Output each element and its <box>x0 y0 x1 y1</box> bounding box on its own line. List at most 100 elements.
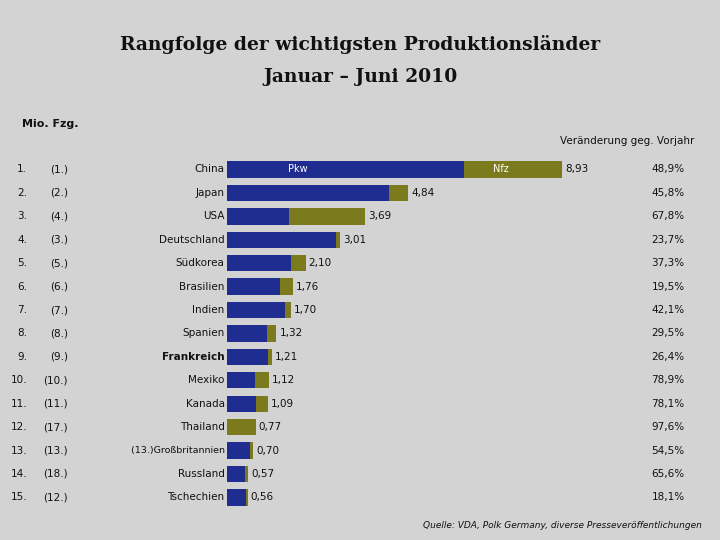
Text: 0,57: 0,57 <box>251 469 274 479</box>
Text: (13.)​Großbritannien: (13.)​Großbritannien <box>130 446 225 455</box>
Text: 1,70: 1,70 <box>294 305 317 315</box>
Bar <box>246 489 248 505</box>
Bar <box>227 232 336 248</box>
Bar <box>245 466 248 482</box>
Text: Spanien: Spanien <box>182 328 225 339</box>
Text: 54,5%: 54,5% <box>652 446 685 456</box>
Text: 1,21: 1,21 <box>275 352 299 362</box>
Text: Japan: Japan <box>196 188 225 198</box>
Bar <box>336 232 340 248</box>
Text: 4,84: 4,84 <box>411 188 435 198</box>
Text: 2.: 2. <box>17 188 27 198</box>
Text: Brasilien: Brasilien <box>179 281 225 292</box>
Text: Pkw: Pkw <box>288 165 308 174</box>
Bar <box>268 349 272 365</box>
Text: 11.: 11. <box>11 399 27 409</box>
Text: Kanada: Kanada <box>186 399 225 409</box>
Text: 67,8%: 67,8% <box>652 211 685 221</box>
Bar <box>227 349 268 365</box>
Bar <box>227 466 245 482</box>
Bar <box>227 489 246 505</box>
Text: Quelle: VDA, Polk Germany, diverse Presseveröffentlichungen: Quelle: VDA, Polk Germany, diverse Press… <box>423 521 702 530</box>
Text: (5.): (5.) <box>50 258 68 268</box>
Text: 3,69: 3,69 <box>368 211 392 221</box>
Text: 12.: 12. <box>11 422 27 432</box>
Text: Frankreich: Frankreich <box>162 352 225 362</box>
Text: China: China <box>194 165 225 174</box>
Bar <box>267 325 276 342</box>
Text: 1.: 1. <box>17 165 27 174</box>
Bar <box>464 161 562 178</box>
Bar <box>289 208 365 225</box>
Text: 18,1%: 18,1% <box>652 492 685 502</box>
Text: 10.: 10. <box>11 375 27 386</box>
Bar <box>227 419 256 435</box>
Text: 4.: 4. <box>17 235 27 245</box>
Text: 29,5%: 29,5% <box>652 328 685 339</box>
Bar <box>390 185 408 201</box>
Bar <box>227 279 281 295</box>
Text: Tschechien: Tschechien <box>168 492 225 502</box>
Text: (18.): (18.) <box>43 469 68 479</box>
Bar <box>227 395 256 412</box>
Text: Deutschland: Deutschland <box>159 235 225 245</box>
Bar <box>256 395 268 412</box>
Text: Veränderung geg. Vorjahr: Veränderung geg. Vorjahr <box>559 136 694 146</box>
Text: 3.: 3. <box>17 211 27 221</box>
Text: 1,76: 1,76 <box>296 281 319 292</box>
Text: 6.: 6. <box>17 281 27 292</box>
Bar <box>250 442 253 459</box>
Text: 97,6%: 97,6% <box>652 422 685 432</box>
Text: 37,3%: 37,3% <box>652 258 685 268</box>
Text: 42,1%: 42,1% <box>652 305 685 315</box>
Text: (10.): (10.) <box>43 375 68 386</box>
Bar <box>285 302 291 318</box>
Text: 78,9%: 78,9% <box>652 375 685 386</box>
Text: (3.): (3.) <box>50 235 68 245</box>
Bar <box>227 161 464 178</box>
Text: (12.): (12.) <box>43 492 68 502</box>
Text: Rangfolge der wichtigsten Produktionsländer: Rangfolge der wichtigsten Produktionslän… <box>120 35 600 54</box>
Text: 26,4%: 26,4% <box>652 352 685 362</box>
Text: Januar – Juni 2010: Januar – Juni 2010 <box>263 68 457 85</box>
Bar <box>227 302 285 318</box>
Text: 9.: 9. <box>17 352 27 362</box>
Text: Russland: Russland <box>178 469 225 479</box>
Text: Mexiko: Mexiko <box>188 375 225 386</box>
Text: 3,01: 3,01 <box>343 235 366 245</box>
Text: Nfz: Nfz <box>493 165 509 174</box>
Text: 23,7%: 23,7% <box>652 235 685 245</box>
Text: 1,09: 1,09 <box>271 399 294 409</box>
Text: (1.): (1.) <box>50 165 68 174</box>
Bar <box>227 255 292 272</box>
Text: 15.: 15. <box>11 492 27 502</box>
Bar <box>255 372 269 388</box>
Text: 0,70: 0,70 <box>256 446 279 456</box>
Text: 48,9%: 48,9% <box>652 165 685 174</box>
Text: Thailand: Thailand <box>180 422 225 432</box>
Text: (8.): (8.) <box>50 328 68 339</box>
Text: 5.: 5. <box>17 258 27 268</box>
Text: (7.): (7.) <box>50 305 68 315</box>
Text: 7.: 7. <box>17 305 27 315</box>
Text: 78,1%: 78,1% <box>652 399 685 409</box>
Text: (17.): (17.) <box>43 422 68 432</box>
Text: 13.: 13. <box>11 446 27 456</box>
Text: 14.: 14. <box>11 469 27 479</box>
Bar <box>227 325 267 342</box>
Bar <box>227 208 289 225</box>
Text: 2,10: 2,10 <box>309 258 332 268</box>
Text: (11.): (11.) <box>43 399 68 409</box>
Text: 8,93: 8,93 <box>564 165 588 174</box>
Text: Mio. Fzg.: Mio. Fzg. <box>22 119 78 129</box>
Text: (13.): (13.) <box>43 446 68 456</box>
Text: Südkorea: Südkorea <box>176 258 225 268</box>
Text: Indien: Indien <box>192 305 225 315</box>
Text: (4.): (4.) <box>50 211 68 221</box>
Text: 8.: 8. <box>17 328 27 339</box>
Bar <box>292 255 305 272</box>
Bar <box>227 372 255 388</box>
Bar <box>281 279 293 295</box>
Text: 1,32: 1,32 <box>279 328 302 339</box>
Text: 0,56: 0,56 <box>251 492 274 502</box>
